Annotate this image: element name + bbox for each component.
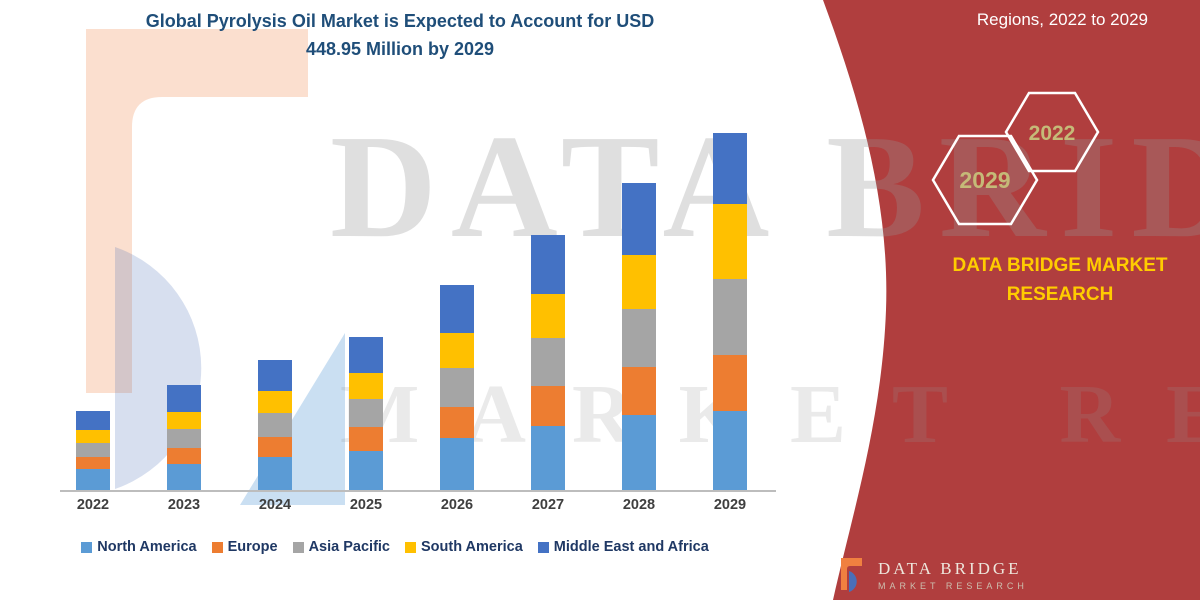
bar-segment (167, 428, 201, 448)
bar-segment (531, 385, 565, 426)
legend-label: Asia Pacific (308, 539, 390, 555)
bar-2022 (76, 410, 110, 490)
bar-segment (349, 398, 383, 428)
legend-label: Europe (227, 539, 278, 555)
bar-segment (258, 456, 292, 490)
bar-segment (349, 451, 383, 490)
bar-segment (713, 410, 747, 490)
bar-segment (622, 414, 656, 490)
legend-swatch-middle-east-africa (537, 541, 549, 553)
bar-segment (440, 406, 474, 439)
bar-segment (76, 457, 110, 470)
legend-label: North America (97, 539, 197, 555)
footer-logo: DATA BRIDGE MARKET RESEARCH (838, 556, 1028, 594)
bar-segment (167, 447, 201, 464)
bar-segment (531, 234, 565, 294)
bar-segment (531, 338, 565, 386)
x-tick-label: 2027 (531, 497, 565, 513)
chart-title-line2: 448.95 Million by 2029 (305, 38, 495, 59)
bar-segment (440, 284, 474, 334)
bar-segment (76, 443, 110, 458)
bar-segment (258, 412, 292, 437)
data-bridge-logo-watermark (86, 29, 345, 505)
bar-segment (349, 427, 383, 451)
chart-title: Global Pyrolysis Oil Market is Expected … (60, 8, 740, 64)
bar-segment (76, 410, 110, 431)
x-axis-labels: 2022 2023 2024 2025 2026 2027 2028 2029 (60, 497, 776, 517)
bar-segment (713, 203, 747, 280)
bar-2028 (622, 183, 656, 490)
x-tick-label: 2025 (349, 497, 383, 513)
bar-segment (531, 425, 565, 490)
bar-segment (258, 436, 292, 457)
regions-range-label: Regions, 2022 to 2029 (976, 10, 1148, 29)
chart-legend: North America Europe Asia Pacific South … (10, 539, 780, 555)
x-tick-label: 2028 (622, 497, 656, 513)
legend-swatch-north-america (81, 541, 93, 553)
bar-segment (349, 337, 383, 374)
x-tick-label: 2026 (440, 497, 474, 513)
bar-segment (349, 373, 383, 399)
legend-swatch-south-america (405, 541, 416, 553)
logo-orange-shape (86, 29, 308, 393)
bar-segment (622, 366, 656, 415)
legend-swatch-asia-pacific (292, 541, 304, 553)
bar-segment (440, 368, 474, 407)
legend-item-asia-pacific: Asia Pacific (292, 539, 390, 555)
legend-item-north-america: North America (81, 539, 197, 555)
bar-segment (167, 412, 201, 429)
bar-segment (167, 463, 201, 490)
bar-2027 (531, 234, 565, 490)
legend-item-middle-east-africa: Middle East and Africa (537, 539, 709, 555)
legend-label: Middle East and Africa (553, 539, 709, 555)
legend-item-europe: Europe (211, 539, 278, 555)
x-tick-label: 2022 (76, 497, 110, 513)
bar-segment (167, 385, 201, 413)
footer-logo-mark-icon (841, 558, 862, 592)
bar-segment (713, 279, 747, 355)
footer-logo-name: DATA BRIDGE (878, 559, 1022, 578)
brand-line1: DATA BRIDGE MARKET (952, 255, 1168, 276)
bar-2023 (167, 385, 201, 490)
bar-2026 (440, 284, 474, 490)
brand-line2: RESEARCH (1006, 283, 1114, 305)
bar-segment (622, 254, 656, 309)
brand-name: DATA BRIDGE MARKET RESEARCH (925, 252, 1195, 309)
x-tick-label: 2029 (713, 497, 747, 513)
year-hexagons: 2029 2022 (931, 91, 1100, 226)
bar-segment (258, 360, 292, 392)
legend-item-south-america: South America (405, 539, 523, 555)
bar-segment (76, 469, 110, 490)
footer-logo-subname: MARKET RESEARCH (878, 581, 1028, 591)
bar-2024 (258, 360, 292, 490)
bar-segment (713, 133, 747, 204)
bar-segment (531, 293, 565, 339)
legend-label: South America (421, 539, 523, 555)
x-tick-label: 2024 (258, 497, 292, 513)
bar-2025 (349, 337, 383, 490)
footer-logo-text: DATA BRIDGE MARKET RESEARCH (878, 559, 1028, 591)
chart-title-line1: Global Pyrolysis Oil Market is Expected … (145, 11, 655, 31)
stacked-bar-plot (60, 100, 776, 492)
bar-segment (622, 183, 656, 255)
x-tick-label: 2023 (167, 497, 201, 513)
bar-segment (622, 308, 656, 367)
hexagon-year-2029: 2029 (959, 167, 1010, 193)
legend-swatch-europe (211, 541, 223, 553)
bar-segment (76, 430, 110, 444)
bar-segment (440, 438, 474, 490)
bar-segment (713, 354, 747, 411)
bar-segment (258, 391, 292, 413)
bar-2029 (713, 133, 747, 490)
bar-segment (440, 333, 474, 369)
hexagon-year-2022: 2022 (1029, 122, 1076, 145)
